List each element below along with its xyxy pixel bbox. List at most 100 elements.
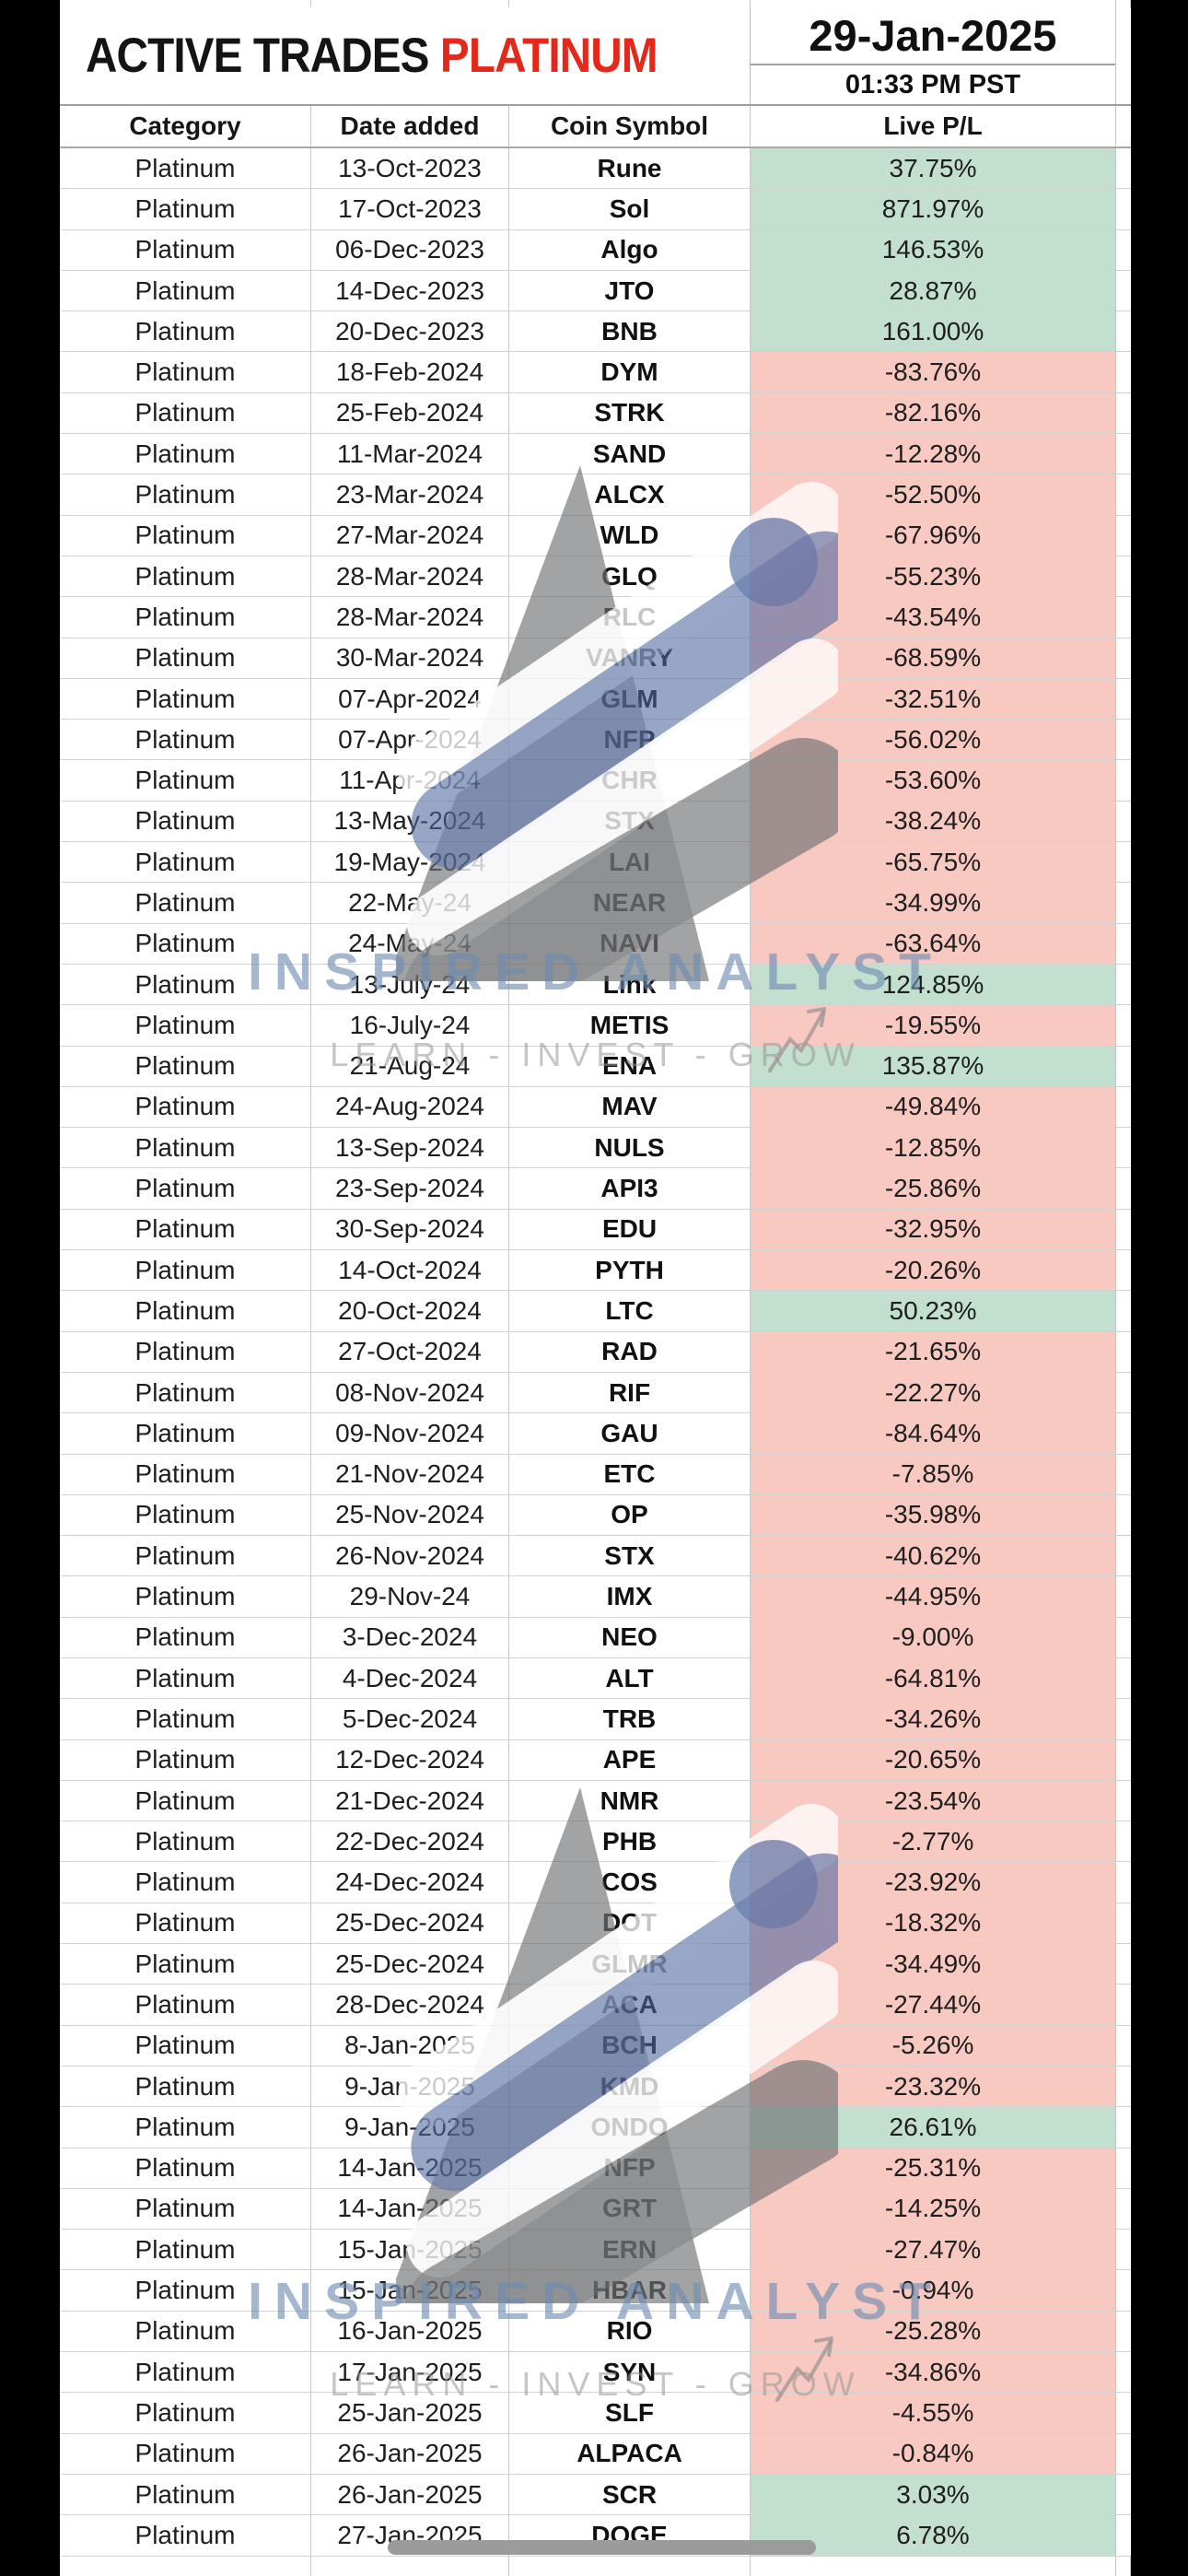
category-cell: Platinum [60,1372,311,1414]
table-row: Platinum 28-Dec-2024 ACA -27.44% [60,1985,1131,2026]
table-row: Platinum 18-Feb-2024 DYM -83.76% [60,352,1131,393]
spacer-cell [1116,2230,1131,2271]
title-platinum: PLATINUM [439,29,658,83]
coin-symbol-cell: GLMR [509,1944,751,1985]
category-cell: Platinum [60,1699,311,1740]
live-pl-cell: -56.02% [751,720,1116,761]
spacer-cell [1116,1455,1131,1495]
table-row: Platinum 13-Sep-2024 NULS -12.85% [60,1128,1131,1169]
category-cell: Platinum [60,2107,311,2149]
spacer-cell [1116,1740,1131,1781]
live-pl-cell: -18.32% [751,1903,1116,1945]
table-row: Platinum 17-Oct-2023 Sol 871.97% [60,189,1131,230]
spacer-cell [1116,2107,1131,2149]
category-cell: Platinum [60,1413,311,1455]
table-row: Platinum 06-Dec-2023 Algo 146.53% [60,229,1131,271]
category-cell: Platinum [60,1780,311,1822]
category-cell: Platinum [60,148,311,190]
spacer-cell [1116,1781,1131,1822]
live-pl-cell: 37.75% [751,148,1116,190]
date-added-cell: 14-Oct-2024 [311,1250,509,1292]
coin-symbol-cell: DYM [509,352,751,393]
date-added-cell: 21-Aug-24 [311,1046,509,1087]
spacer-cell [1116,1210,1131,1251]
category-cell: Platinum [60,1291,311,1332]
date-added-cell: 21-Nov-2024 [311,1454,509,1495]
table-row: Platinum 15-Jan-2025 ERN -27.47% [60,2230,1131,2271]
date-added-cell: 26-Jan-2025 [311,2433,509,2475]
live-pl-cell: -14.25% [751,2188,1116,2231]
coin-symbol-cell: GAU [509,1413,751,1455]
date-added-cell: 26-Nov-2024 [311,1536,509,1577]
table-row: Platinum 21-Dec-2024 NMR -23.54% [60,1780,1131,1822]
date-added-cell: 09-Nov-2024 [311,1413,509,1455]
table-row: Platinum 08-Nov-2024 RIF -22.27% [60,1372,1131,1414]
coin-symbol-cell: STRK [509,392,751,435]
category-cell: Platinum [60,1903,311,1945]
coin-symbol-cell: WLD [509,515,751,556]
table-row: Platinum 8-Jan-2025 BCH -5.26% [60,2025,1131,2067]
spacer-cell [1116,474,1131,516]
table-row: Platinum 26-Nov-2024 STX -40.62% [60,1536,1131,1577]
date-added-cell: 16-July-24 [311,1005,509,1047]
spacer-cell [1116,516,1131,556]
table-row: Platinum 27-Oct-2024 RAD -21.65% [60,1331,1131,1373]
live-pl-cell: -32.51% [751,678,1116,720]
live-pl-cell: -40.62% [751,1536,1116,1577]
live-pl-cell: -49.84% [751,1086,1116,1129]
page-title: ACTIVE TRADES PLATINUM [60,7,751,104]
column-headers: Category Date added Coin Symbol Live P/L [60,106,1131,148]
category-cell: Platinum [60,1739,311,1781]
date-added-cell: 13-Oct-2023 [311,148,509,190]
category-cell: Platinum [60,1576,311,1618]
live-pl-cell: -38.24% [751,801,1116,843]
trades-spreadsheet: ACTIVE TRADES PLATINUM 29-Jan-2025 01:33… [60,0,1131,2576]
category-cell: Platinum [60,2515,311,2557]
table-row: Platinum 28-Mar-2024 GLQ -55.23% [60,556,1131,598]
coin-symbol-cell: API3 [509,1168,751,1210]
coin-symbol-cell: LTC [509,1291,751,1332]
spacer-cell [1116,1985,1131,2026]
column-header-coin-symbol: Coin Symbol [509,106,751,146]
date-added-cell: 25-Jan-2025 [311,2393,509,2434]
category-cell: Platinum [60,1862,311,1903]
spacer-cell [1116,1168,1131,1210]
coin-symbol-cell: VANRY [509,638,751,679]
date-added-cell: 15-Jan-2025 [311,2270,509,2312]
category-cell: Platinum [60,2188,311,2231]
category-cell: Platinum [60,1536,311,1577]
live-pl-cell: 3.03% [751,2474,1116,2516]
date-added-cell: 28-Mar-2024 [311,556,509,598]
coin-symbol-cell: LAI [509,842,751,884]
spacer-cell [1116,720,1131,761]
table-row: Platinum 30-Mar-2024 VANRY -68.59% [60,638,1131,679]
spacer-cell [1116,1536,1131,1577]
live-pl-cell: -12.85% [751,1128,1116,1169]
category-cell: Platinum [60,474,311,516]
category-cell: Platinum [60,515,311,556]
live-pl-cell: 871.97% [751,189,1116,230]
category-cell: Platinum [60,1086,311,1129]
date-added-cell: 30-Mar-2024 [311,638,509,679]
date-added-cell: 15-Jan-2025 [311,2230,509,2271]
spacer-cell [1116,1699,1131,1740]
spacer-cell [1116,1005,1131,1047]
table-row: Platinum 22-May-24 NEAR -34.99% [60,883,1131,924]
spacer-cell [1116,883,1131,924]
category-cell: Platinum [60,720,311,761]
spacer-cell [1116,434,1131,475]
table-row: Platinum 25-Feb-2024 STRK -82.16% [60,392,1131,435]
table-row: Platinum 16-Jan-2025 RIO -25.28% [60,2311,1131,2353]
spacer-cell [1116,2352,1131,2394]
table-row: Platinum 29-Nov-24 IMX -44.95% [60,1576,1131,1618]
table-row: Platinum 17-Jan-2025 SYN -34.86% [60,2352,1131,2394]
table-row: Platinum 07-Apr-2024 GLM -32.51% [60,678,1131,720]
live-pl-cell: -68.59% [751,638,1116,679]
table-row: Platinum 20-Dec-2023 BNB 161.00% [60,311,1131,353]
coin-symbol-cell: MAV [509,1086,751,1129]
home-indicator[interactable] [388,2540,816,2555]
spacer-cell [1116,1576,1131,1618]
date-added-cell: 29-Nov-24 [311,1576,509,1618]
live-pl-cell: -0.94% [751,2270,1116,2312]
